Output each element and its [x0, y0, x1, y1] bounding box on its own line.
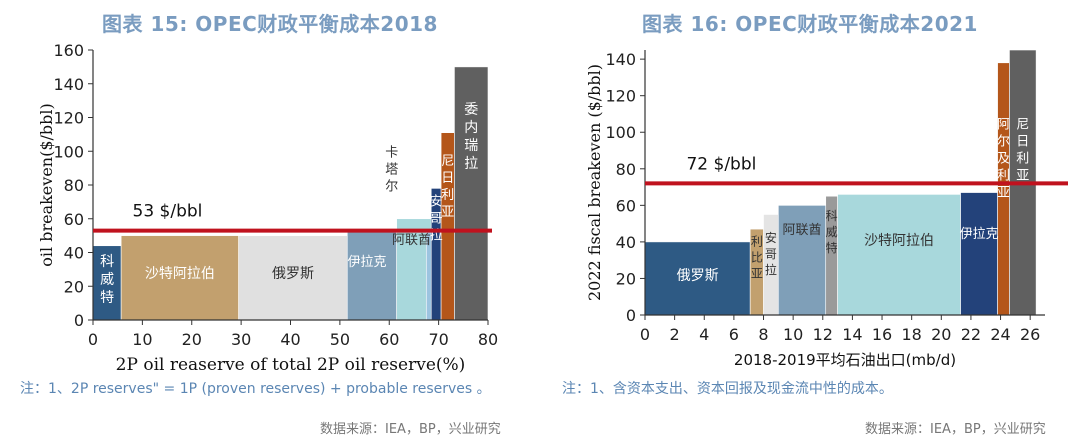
bar-label: 沙特阿拉伯 — [145, 266, 215, 282]
bar-9 — [454, 66, 489, 321]
y-tick-label: 40 — [64, 244, 84, 263]
x-tick-label: 70 — [428, 330, 448, 349]
bar-4 — [346, 228, 397, 321]
bar-1 — [92, 245, 122, 321]
y-tick-label: 60 — [616, 196, 636, 215]
x-tick-label: 6 — [729, 325, 739, 344]
bar-4 — [778, 205, 827, 316]
y-tick-label: 80 — [616, 160, 636, 179]
bar-label: 安哥拉 — [765, 230, 777, 277]
x-tick-label: 16 — [872, 325, 892, 344]
x-axis-title: 2018-2019平均石油出口(mb/d) — [734, 351, 956, 369]
bar-label: 阿联酋 — [392, 232, 431, 248]
y-tick-label: 40 — [616, 233, 636, 252]
x-tick-label: 10 — [132, 330, 152, 349]
bar-2 — [120, 235, 239, 321]
chart-note: 注：1、含资本支出、资本回报及现金流中性的成本。 — [562, 381, 893, 397]
x-tick-label: 20 — [182, 330, 202, 349]
bar-label: 沙特阿拉伯 — [864, 233, 934, 249]
chart-panel-2018: 图表 15: OPEC财政平衡成本2018 0 20 40 60 80 100 120 140… — [20, 12, 501, 437]
bar-label: 俄罗斯 — [677, 268, 719, 284]
x-tick-label: 14 — [842, 325, 862, 344]
reference-line-label: 53 $/bbl — [133, 202, 203, 222]
bar-label: 科威特 — [826, 209, 838, 255]
bar-label: 尼日利亚 — [441, 154, 454, 220]
x-tick-label: 2 — [670, 325, 680, 344]
y-tick-label: 100 — [605, 123, 636, 142]
y-tick-label: 140 — [605, 50, 636, 69]
x-tick-label: 20 — [931, 325, 951, 344]
y-tick-label: 0 — [626, 306, 636, 325]
x-tick-label: 30 — [231, 330, 251, 349]
chart-title: 图表 15: OPEC财政平衡成本2018 — [102, 12, 438, 36]
bar-1 — [644, 241, 751, 316]
x-tick-label: 8 — [758, 325, 768, 344]
y-tick-label: 80 — [64, 176, 84, 195]
y-tick-label: 100 — [53, 142, 84, 161]
bar-label: 委内瑞拉 — [464, 102, 478, 172]
bar-label: 俄罗斯 — [272, 266, 314, 282]
chart-title: 图表 16: OPEC财政平衡成本2021 — [642, 12, 978, 36]
x-tick-label: 50 — [330, 330, 350, 349]
chart-note: 注：1、2P reserves" = 1P (proven reserves) … — [20, 381, 491, 397]
bar-label: 利比亚 — [751, 235, 763, 281]
bar-label: 科威特 — [100, 254, 114, 306]
x-tick-label: 18 — [901, 325, 921, 344]
bar-label: 伊拉克 — [960, 227, 999, 242]
bar-label: 阿尔及利亚 — [997, 118, 1010, 201]
x-tick-label: 26 — [1020, 325, 1040, 344]
y-tick-label: 160 — [53, 41, 84, 60]
x-tick-label: 24 — [990, 325, 1010, 344]
bar-label: 卡塔尔 — [385, 145, 398, 194]
x-tick-label: 12 — [813, 325, 833, 344]
chart-panel-2021: 图表 16: OPEC财政平衡成本2021 0 20 40 60 80 100 120 140… — [540, 0, 1080, 445]
chart-source: 数据来源：IEA，BP，兴业研究 — [865, 422, 1046, 437]
y-tick-label: 60 — [64, 210, 84, 229]
y-tick-label: 140 — [53, 75, 84, 94]
y-axis-title: oil breakeven($/bbl) — [37, 103, 56, 266]
x-tick-label: 4 — [699, 325, 709, 344]
x-tick-label: 40 — [280, 330, 300, 349]
bar-label: 阿联酋 — [783, 222, 822, 238]
reference-line-label: 72 $/bbl — [686, 154, 756, 174]
y-tick-label: 20 — [616, 269, 636, 288]
bar-label: 尼日利亚 — [1016, 118, 1029, 184]
y-axis-title: 2022 fiscal breakeven ($/bbl) — [585, 64, 604, 301]
bar-label: 伊拉克 — [348, 255, 387, 270]
bar-6 — [837, 194, 961, 316]
x-tick-label: 0 — [88, 330, 98, 349]
bar-3 — [238, 235, 348, 321]
x-tick-label: 0 — [640, 325, 650, 344]
bar-chart-2018: 0 20 40 60 80 100 120 140 160 0 10 20 30 40 50 60 70 80 2P… — [37, 41, 498, 375]
y-tick-label: 20 — [64, 277, 84, 296]
y-tick-label: 120 — [605, 87, 636, 106]
x-tick-label: 80 — [478, 330, 498, 349]
bar-7 — [960, 192, 998, 316]
x-axis-title: 2P oil reaserve of total 2P oil reserve(… — [116, 355, 466, 375]
x-tick-label: 22 — [961, 325, 981, 344]
y-tick-label: 0 — [74, 311, 84, 330]
x-tick-label: 10 — [783, 325, 803, 344]
y-tick-label: 120 — [53, 109, 84, 128]
x-tick-label: 60 — [379, 330, 399, 349]
chart-source: 数据来源：IEA，BP，兴业研究 — [320, 422, 501, 437]
